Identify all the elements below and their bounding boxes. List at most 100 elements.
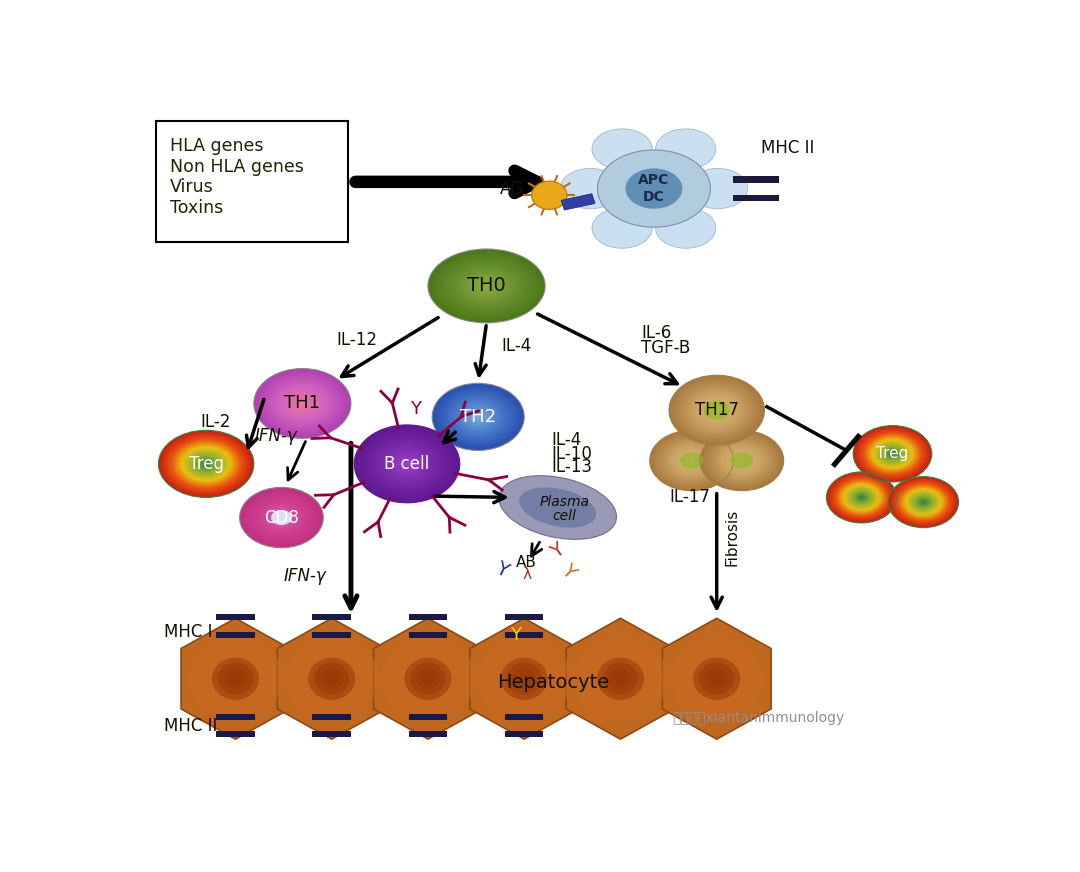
Ellipse shape [705,401,729,419]
Ellipse shape [258,501,305,535]
Text: DC: DC [643,189,665,204]
Ellipse shape [561,168,620,208]
Ellipse shape [679,452,704,469]
Ellipse shape [873,439,913,468]
Ellipse shape [453,399,503,435]
Ellipse shape [467,273,507,299]
Polygon shape [566,618,675,739]
Ellipse shape [672,377,762,443]
Ellipse shape [295,399,310,409]
Ellipse shape [443,258,530,314]
Ellipse shape [356,427,457,501]
Text: Treg: Treg [189,455,224,473]
Text: IL-6: IL-6 [642,324,672,342]
Ellipse shape [849,488,875,507]
Ellipse shape [609,668,632,689]
Ellipse shape [714,408,719,412]
Ellipse shape [285,392,320,416]
Ellipse shape [458,402,499,432]
Ellipse shape [680,453,703,469]
Ellipse shape [906,489,941,514]
Ellipse shape [856,494,866,501]
Ellipse shape [721,446,762,475]
Ellipse shape [670,637,764,721]
Ellipse shape [188,637,283,721]
Ellipse shape [711,673,723,684]
Ellipse shape [381,637,475,721]
Ellipse shape [883,447,902,460]
Ellipse shape [842,483,880,511]
Ellipse shape [460,269,513,303]
Ellipse shape [702,399,731,420]
Bar [216,632,255,638]
Ellipse shape [625,168,683,208]
Text: MHC II: MHC II [164,717,218,735]
Ellipse shape [293,397,312,411]
Text: IL-17: IL-17 [670,488,710,507]
Ellipse shape [275,513,287,522]
Ellipse shape [579,642,662,716]
Ellipse shape [518,673,530,684]
Ellipse shape [708,436,775,485]
Ellipse shape [674,378,759,441]
Ellipse shape [448,395,508,439]
Ellipse shape [185,449,227,479]
Text: IL-4: IL-4 [501,337,531,356]
Ellipse shape [254,498,309,537]
Text: IL-12: IL-12 [336,330,377,349]
Ellipse shape [855,493,868,502]
Ellipse shape [687,168,747,208]
Ellipse shape [184,447,229,480]
Ellipse shape [261,374,343,433]
Ellipse shape [242,489,321,546]
Ellipse shape [735,456,748,465]
Ellipse shape [887,450,897,458]
Ellipse shape [164,434,248,494]
Ellipse shape [212,657,259,700]
Ellipse shape [404,657,451,700]
Ellipse shape [872,439,914,469]
Ellipse shape [440,256,534,316]
Ellipse shape [888,477,959,528]
Text: AG: AG [500,180,524,198]
Bar [216,615,255,621]
Ellipse shape [689,459,693,462]
Ellipse shape [380,445,433,483]
Text: Hepatocyte: Hepatocyte [498,672,609,691]
Ellipse shape [738,458,746,464]
Ellipse shape [699,663,734,695]
Ellipse shape [698,396,735,424]
Ellipse shape [455,400,501,433]
Ellipse shape [391,453,423,475]
Ellipse shape [267,507,296,528]
Text: TH17: TH17 [694,401,739,419]
Ellipse shape [704,433,780,487]
Ellipse shape [867,436,918,472]
Ellipse shape [432,384,524,451]
Ellipse shape [828,473,895,521]
Ellipse shape [707,403,726,417]
Ellipse shape [710,405,724,415]
Bar [562,194,595,210]
Ellipse shape [460,404,497,430]
Ellipse shape [910,493,936,511]
Ellipse shape [448,262,525,310]
Ellipse shape [904,488,943,516]
Ellipse shape [652,432,731,489]
Bar [312,632,351,638]
Ellipse shape [840,482,882,513]
Ellipse shape [260,502,302,533]
Ellipse shape [296,647,367,711]
Ellipse shape [875,441,910,467]
Polygon shape [278,618,386,739]
Ellipse shape [197,457,216,471]
Ellipse shape [656,435,727,487]
Ellipse shape [669,375,765,445]
Ellipse shape [200,647,271,711]
Ellipse shape [160,432,252,496]
Ellipse shape [700,430,784,491]
Ellipse shape [826,472,896,523]
Ellipse shape [859,429,927,478]
Ellipse shape [246,492,318,543]
Text: B cell: B cell [384,455,430,473]
